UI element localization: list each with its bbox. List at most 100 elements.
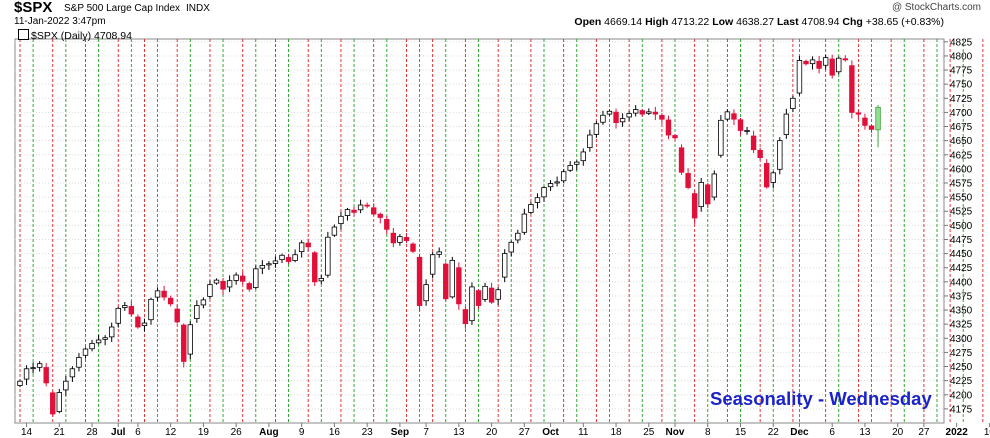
candle-body — [141, 322, 148, 327]
y-tick-label: 4800 — [950, 51, 973, 62]
x-tick-label: 25 — [643, 427, 655, 438]
x-tick-label: 13 — [859, 427, 871, 438]
x-tick-label: Aug — [259, 427, 278, 438]
candle-body — [868, 125, 875, 130]
candle-body — [718, 119, 724, 156]
candle-body — [370, 207, 377, 215]
candle-body — [488, 287, 495, 303]
day-markers — [19, 39, 984, 423]
y-tick-label: 4450 — [950, 249, 973, 260]
candle-body — [822, 57, 829, 66]
candle-body — [659, 115, 665, 120]
y-axis: 4175 4200 4225 4250 4275 4300 4325 4350 4375 4400… — [944, 37, 973, 415]
candle-body — [501, 253, 508, 278]
candle-body — [829, 58, 835, 76]
candle-body — [764, 163, 770, 188]
candle-body — [875, 106, 881, 131]
candle-body — [272, 260, 279, 264]
candle-body — [613, 111, 619, 123]
candle-body — [672, 135, 678, 139]
candle-body — [364, 204, 370, 207]
candle-body — [515, 232, 521, 241]
low-value: 4638.27 — [736, 16, 775, 28]
candle-body — [220, 280, 226, 290]
x-tick-label: 13 — [453, 427, 465, 438]
candle-body — [790, 97, 796, 109]
candle-body — [521, 213, 528, 233]
candle-body — [547, 183, 554, 188]
y-tick-label: 4325 — [950, 320, 973, 331]
x-tick-label: 8 — [705, 427, 711, 438]
candle-body — [305, 242, 311, 248]
candle-body — [475, 290, 482, 306]
candle-body — [429, 254, 436, 275]
y-tick-label: 4675 — [950, 122, 973, 133]
y-tick-label: 4775 — [950, 66, 973, 77]
candle-body — [63, 380, 69, 391]
x-tick-label: 19 — [198, 427, 210, 438]
high-value: 4713.22 — [671, 16, 710, 28]
y-tick-label: 4825 — [950, 37, 973, 48]
candle-body — [560, 171, 567, 182]
candle-body — [207, 284, 213, 297]
x-tick-label: Nov — [666, 427, 685, 438]
candle-body — [567, 165, 573, 171]
candle-body — [23, 368, 30, 380]
open-label: Open — [574, 16, 602, 28]
candle-body — [731, 113, 737, 120]
candle-body — [312, 252, 318, 283]
candle-body — [541, 187, 547, 198]
y-tick-label: 4375 — [950, 291, 973, 302]
x-tick-label: 15 — [735, 427, 747, 438]
y-tick-label: 4750 — [950, 80, 973, 91]
x-tick-label: 10 — [984, 427, 990, 438]
x-tick-label: 28 — [86, 427, 98, 438]
y-tick-label: 4500 — [950, 221, 973, 232]
candle-body — [102, 337, 108, 340]
candle-body — [174, 308, 180, 323]
candle-body — [449, 259, 455, 298]
x-tick-label: 12 — [165, 427, 177, 438]
candle-body — [744, 130, 750, 132]
y-tick-label: 4250 — [950, 362, 973, 373]
candle-body — [109, 326, 115, 338]
y-tick-label: 4350 — [950, 306, 973, 317]
series-legend: $SPX (Daily) 4708.94 — [18, 29, 132, 42]
candle-body — [724, 111, 731, 120]
candle-body — [803, 60, 809, 65]
candle-body — [600, 114, 606, 123]
copyright[interactable]: @ StockCharts.com — [891, 2, 981, 13]
plot-area — [14, 38, 945, 424]
candle-body — [574, 161, 580, 165]
candle-body — [69, 368, 76, 378]
candle-body — [410, 243, 416, 252]
x-axis: 14 21 28 Jul 6 12 19 26 Aug 9 16 23 Sep 7 13 20 27 Oct 11 1… — [21, 423, 990, 438]
candle-body — [397, 236, 403, 243]
candle-body — [292, 254, 298, 261]
candle-body — [154, 290, 161, 298]
x-tick-label: 26 — [231, 427, 243, 438]
candle-body — [325, 236, 331, 276]
candle-body — [89, 342, 95, 350]
x-tick-label: 27 — [519, 427, 531, 438]
candle-body — [416, 256, 423, 306]
open-value: 4669.14 — [604, 16, 643, 28]
candle-body — [318, 278, 324, 282]
ohlc-readout: Open 4669.14 High 4713.22 Low 4638.27 La… — [574, 16, 944, 28]
candle-body — [855, 112, 862, 115]
candle-body — [181, 324, 187, 362]
candle-body — [167, 297, 174, 305]
y-tick-label: 4550 — [950, 193, 973, 204]
y-tick-label: 4225 — [950, 376, 973, 387]
candle-body — [698, 182, 704, 208]
candle-body — [849, 65, 855, 113]
candle-body — [253, 268, 259, 288]
candle-body — [226, 280, 233, 288]
index-name: S&P 500 Large Cap Index — [64, 3, 181, 14]
candle-body — [593, 123, 600, 135]
candle-body — [711, 173, 717, 198]
candle-body — [534, 197, 541, 203]
candle-body — [30, 367, 36, 370]
candle-body — [777, 140, 783, 170]
y-tick-label: 4300 — [950, 334, 973, 345]
